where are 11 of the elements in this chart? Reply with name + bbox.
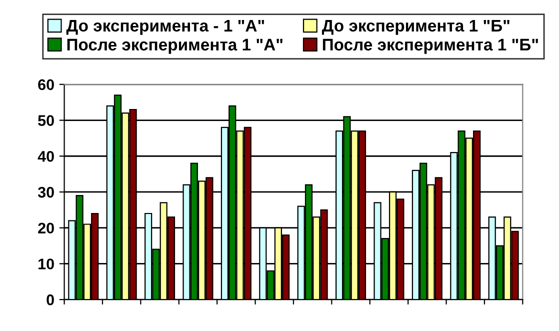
legend-label: До эксперимента 1 "Б" (322, 20, 510, 35)
y-tick-label: 40 (38, 150, 54, 162)
y-tick-label: 20 (38, 222, 54, 234)
y-tick-label: 60 (38, 79, 54, 90)
legend-label: После эксперимента 1 "Б" (322, 38, 538, 54)
legend-label: После эксперимента 1 "А" (67, 38, 282, 54)
y-tick-label: 30 (38, 186, 54, 198)
y-tick-label: 0 (46, 294, 54, 306)
y-tick-label: 50 (38, 115, 54, 126)
y-tick-label: 10 (38, 258, 54, 270)
legend-label: До эксперимента - 1 "А" (66, 20, 264, 35)
